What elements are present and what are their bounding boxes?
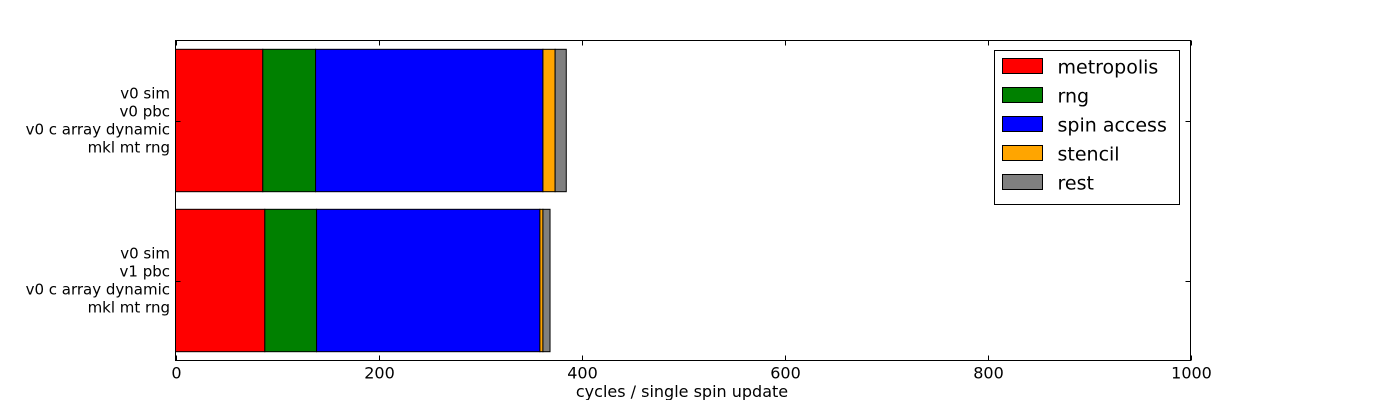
category-label-1-1: v1 pbc	[120, 263, 170, 281]
bar-rest-0	[554, 48, 567, 193]
bar-metropolis-0	[175, 48, 264, 193]
category-label-0-2: v0 c array dynamic	[26, 121, 170, 139]
x-tick-label-0: 0	[171, 364, 181, 383]
legend-label-rng: rng	[1058, 86, 1090, 108]
legend-label-stencil: stencil	[1058, 144, 1120, 166]
bar-metropolis-1	[175, 208, 266, 353]
bar-rest-1	[542, 208, 551, 353]
category-label-0-1: v0 pbc	[120, 103, 170, 121]
bar-rng-0	[262, 48, 317, 193]
bar-spin-access-0	[315, 48, 544, 193]
bar-stencil-0	[542, 48, 556, 193]
ticks-layer: 0 200 400 600 800 1000	[171, 40, 1212, 383]
legend-swatch-rng	[1002, 87, 1043, 103]
plot-frame	[175, 40, 1191, 361]
x-tick-label-1: 200	[364, 364, 395, 383]
x-tick-label-4: 800	[973, 364, 1004, 383]
legend-label-spin-access: spin access	[1058, 115, 1167, 137]
legend-label-metropolis: metropolis	[1058, 57, 1159, 79]
x-tick-label-5: 1000	[1171, 364, 1212, 383]
x-axis-title: cycles / single spin update	[576, 382, 788, 400]
legend-swatch-stencil	[1002, 145, 1043, 161]
legend-swatch-rest	[1002, 174, 1043, 190]
legend-swatch-spin-access	[1002, 116, 1043, 132]
legend: metropolis rng spin access stencil rest	[994, 50, 1180, 205]
bars-layer	[175, 48, 567, 353]
category-label-1-0: v0 sim	[120, 245, 170, 263]
category-label-1-2: v0 c array dynamic	[26, 281, 170, 299]
category-label-0-3: mkl mt rng	[88, 139, 170, 157]
x-tick-label-3: 600	[770, 364, 801, 383]
bar-spin-access-1	[316, 208, 541, 353]
bar-rng-1	[264, 208, 318, 353]
legend-label-rest: rest	[1058, 173, 1094, 195]
legend-swatch-metropolis	[1002, 58, 1043, 74]
x-tick-label-2: 400	[567, 364, 598, 383]
category-label-1-3: mkl mt rng	[88, 299, 170, 317]
category-label-0-0: v0 sim	[120, 85, 170, 103]
